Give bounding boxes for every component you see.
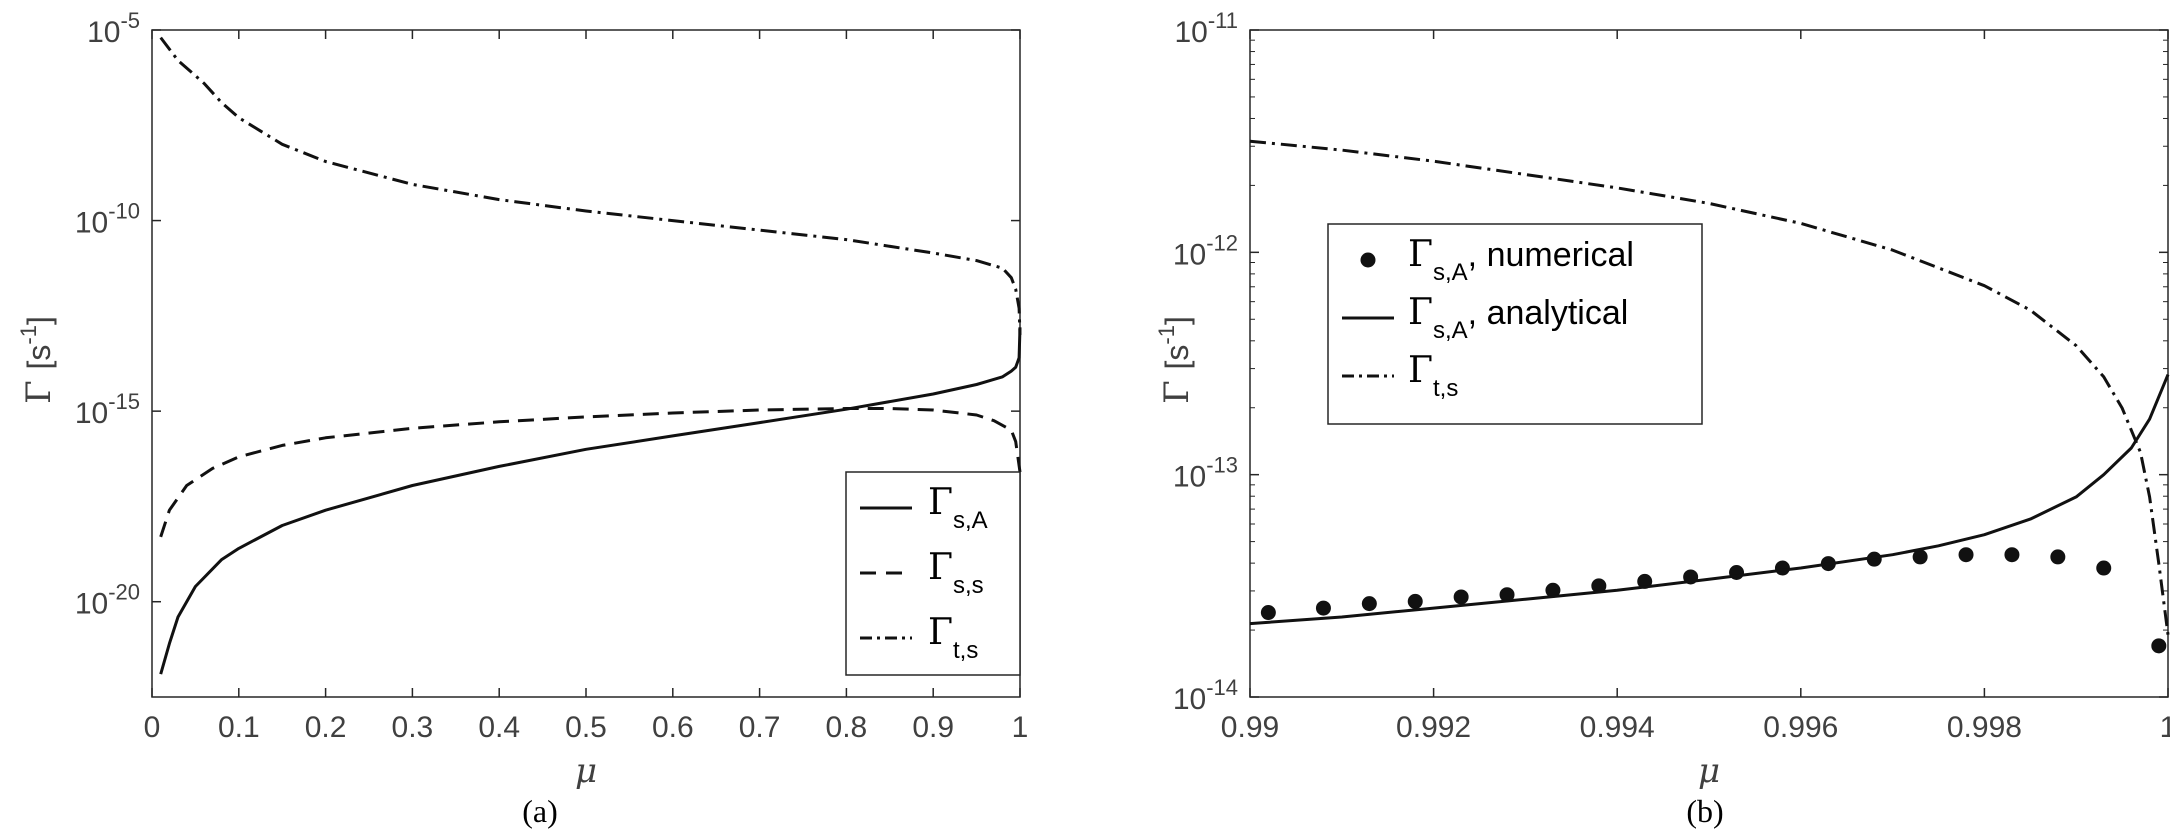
data-point — [1545, 582, 1561, 598]
legend-entry-label: Γs,s — [928, 547, 984, 599]
x-tick-label: 0 — [144, 711, 161, 744]
legend-marker — [1360, 252, 1376, 268]
panel-label: (b) — [1686, 793, 1723, 829]
x-tick-label: 0.2 — [305, 711, 347, 744]
x-tick-label: 1 — [2160, 711, 2170, 744]
data-point — [2096, 560, 2112, 576]
axes-box — [1249, 29, 2169, 698]
legend-entry-label: Γs,A — [928, 482, 988, 534]
legend: Γs,A Γs,s Γt,s — [845, 471, 1021, 676]
legend-entry-label: Γt,s — [1408, 350, 1458, 402]
y-tick-label: 10-10 — [75, 199, 140, 240]
y-tick-label: 10-12 — [1173, 230, 1238, 271]
y-tick-label: 10-14 — [1173, 675, 1238, 716]
x-tick-label: 0.994 — [1580, 711, 1655, 744]
data-point — [1591, 578, 1607, 594]
x-tick-label: 0.9 — [912, 711, 954, 744]
y-tick-label: 10-11 — [1174, 8, 1238, 49]
data-point — [1361, 596, 1377, 612]
data-point — [1315, 600, 1331, 616]
x-tick-label: 0.996 — [1763, 711, 1838, 744]
data-point — [1407, 593, 1423, 609]
x-tick-label: 0.5 — [565, 711, 607, 744]
x-tick-label: 0.7 — [739, 711, 781, 744]
data-point — [2004, 547, 2020, 563]
x-tick-label: 0.4 — [478, 711, 520, 744]
y-axis-label: Γ [s-1] — [1154, 316, 1197, 404]
data-point — [2050, 549, 2066, 565]
panel-label: (a) — [522, 793, 558, 829]
x-tick-label: 0.6 — [652, 711, 694, 744]
legend-box — [1327, 223, 1703, 425]
y-tick-label: 10-15 — [75, 389, 140, 430]
series-line-solid — [159, 327, 1022, 675]
legend: Γs,A, numerical Γs,A, analytical Γt,s — [1327, 223, 1703, 425]
x-tick-label: 0.3 — [392, 711, 434, 744]
legend-entry-label: Γt,s — [928, 612, 978, 664]
data-point — [1958, 547, 1974, 563]
x-axis-label: μ — [1698, 751, 1720, 791]
y-tick-label: 10-20 — [75, 580, 140, 621]
data-point — [1453, 589, 1469, 605]
x-tick-label: 0.998 — [1947, 711, 2022, 744]
x-axis-label: μ — [575, 751, 597, 791]
data-point — [1774, 560, 1790, 576]
series-line-dashdot — [1249, 139, 2170, 635]
panel-a: 0 0.1 0.2 0.3 0.4 0.5 0.6 0.7 0.8 0.9 1 10-5 10-10 10… — [16, 8, 1028, 829]
y-tick-label: 10-5 — [87, 8, 140, 49]
x-tick-label: 0.8 — [826, 711, 868, 744]
series-line-dashdot — [159, 36, 1022, 335]
data-point — [1499, 587, 1515, 603]
legend-entry-label: Γs,A, numerical — [1408, 234, 1634, 286]
data-point — [2151, 638, 2167, 654]
x-tick-label: 0.99 — [1221, 711, 1279, 744]
series-line-dashed — [159, 407, 1022, 538]
panel-b: 0.99 0.992 0.994 0.996 0.998 1 10-11 10-12 10-13… — [1154, 8, 2170, 829]
legend-entry-label: Γs,A, analytical — [1408, 292, 1628, 344]
x-tick-label: 0.992 — [1396, 711, 1471, 744]
y-axis-label: Γ [s-1] — [16, 316, 59, 404]
x-tick-label: 1 — [1012, 711, 1029, 744]
series-line-solid — [1249, 374, 2170, 626]
data-point — [1912, 549, 1928, 565]
data-point — [1260, 605, 1276, 621]
x-tick-label: 0.1 — [218, 711, 260, 744]
y-tick-label: 10-13 — [1173, 453, 1238, 494]
